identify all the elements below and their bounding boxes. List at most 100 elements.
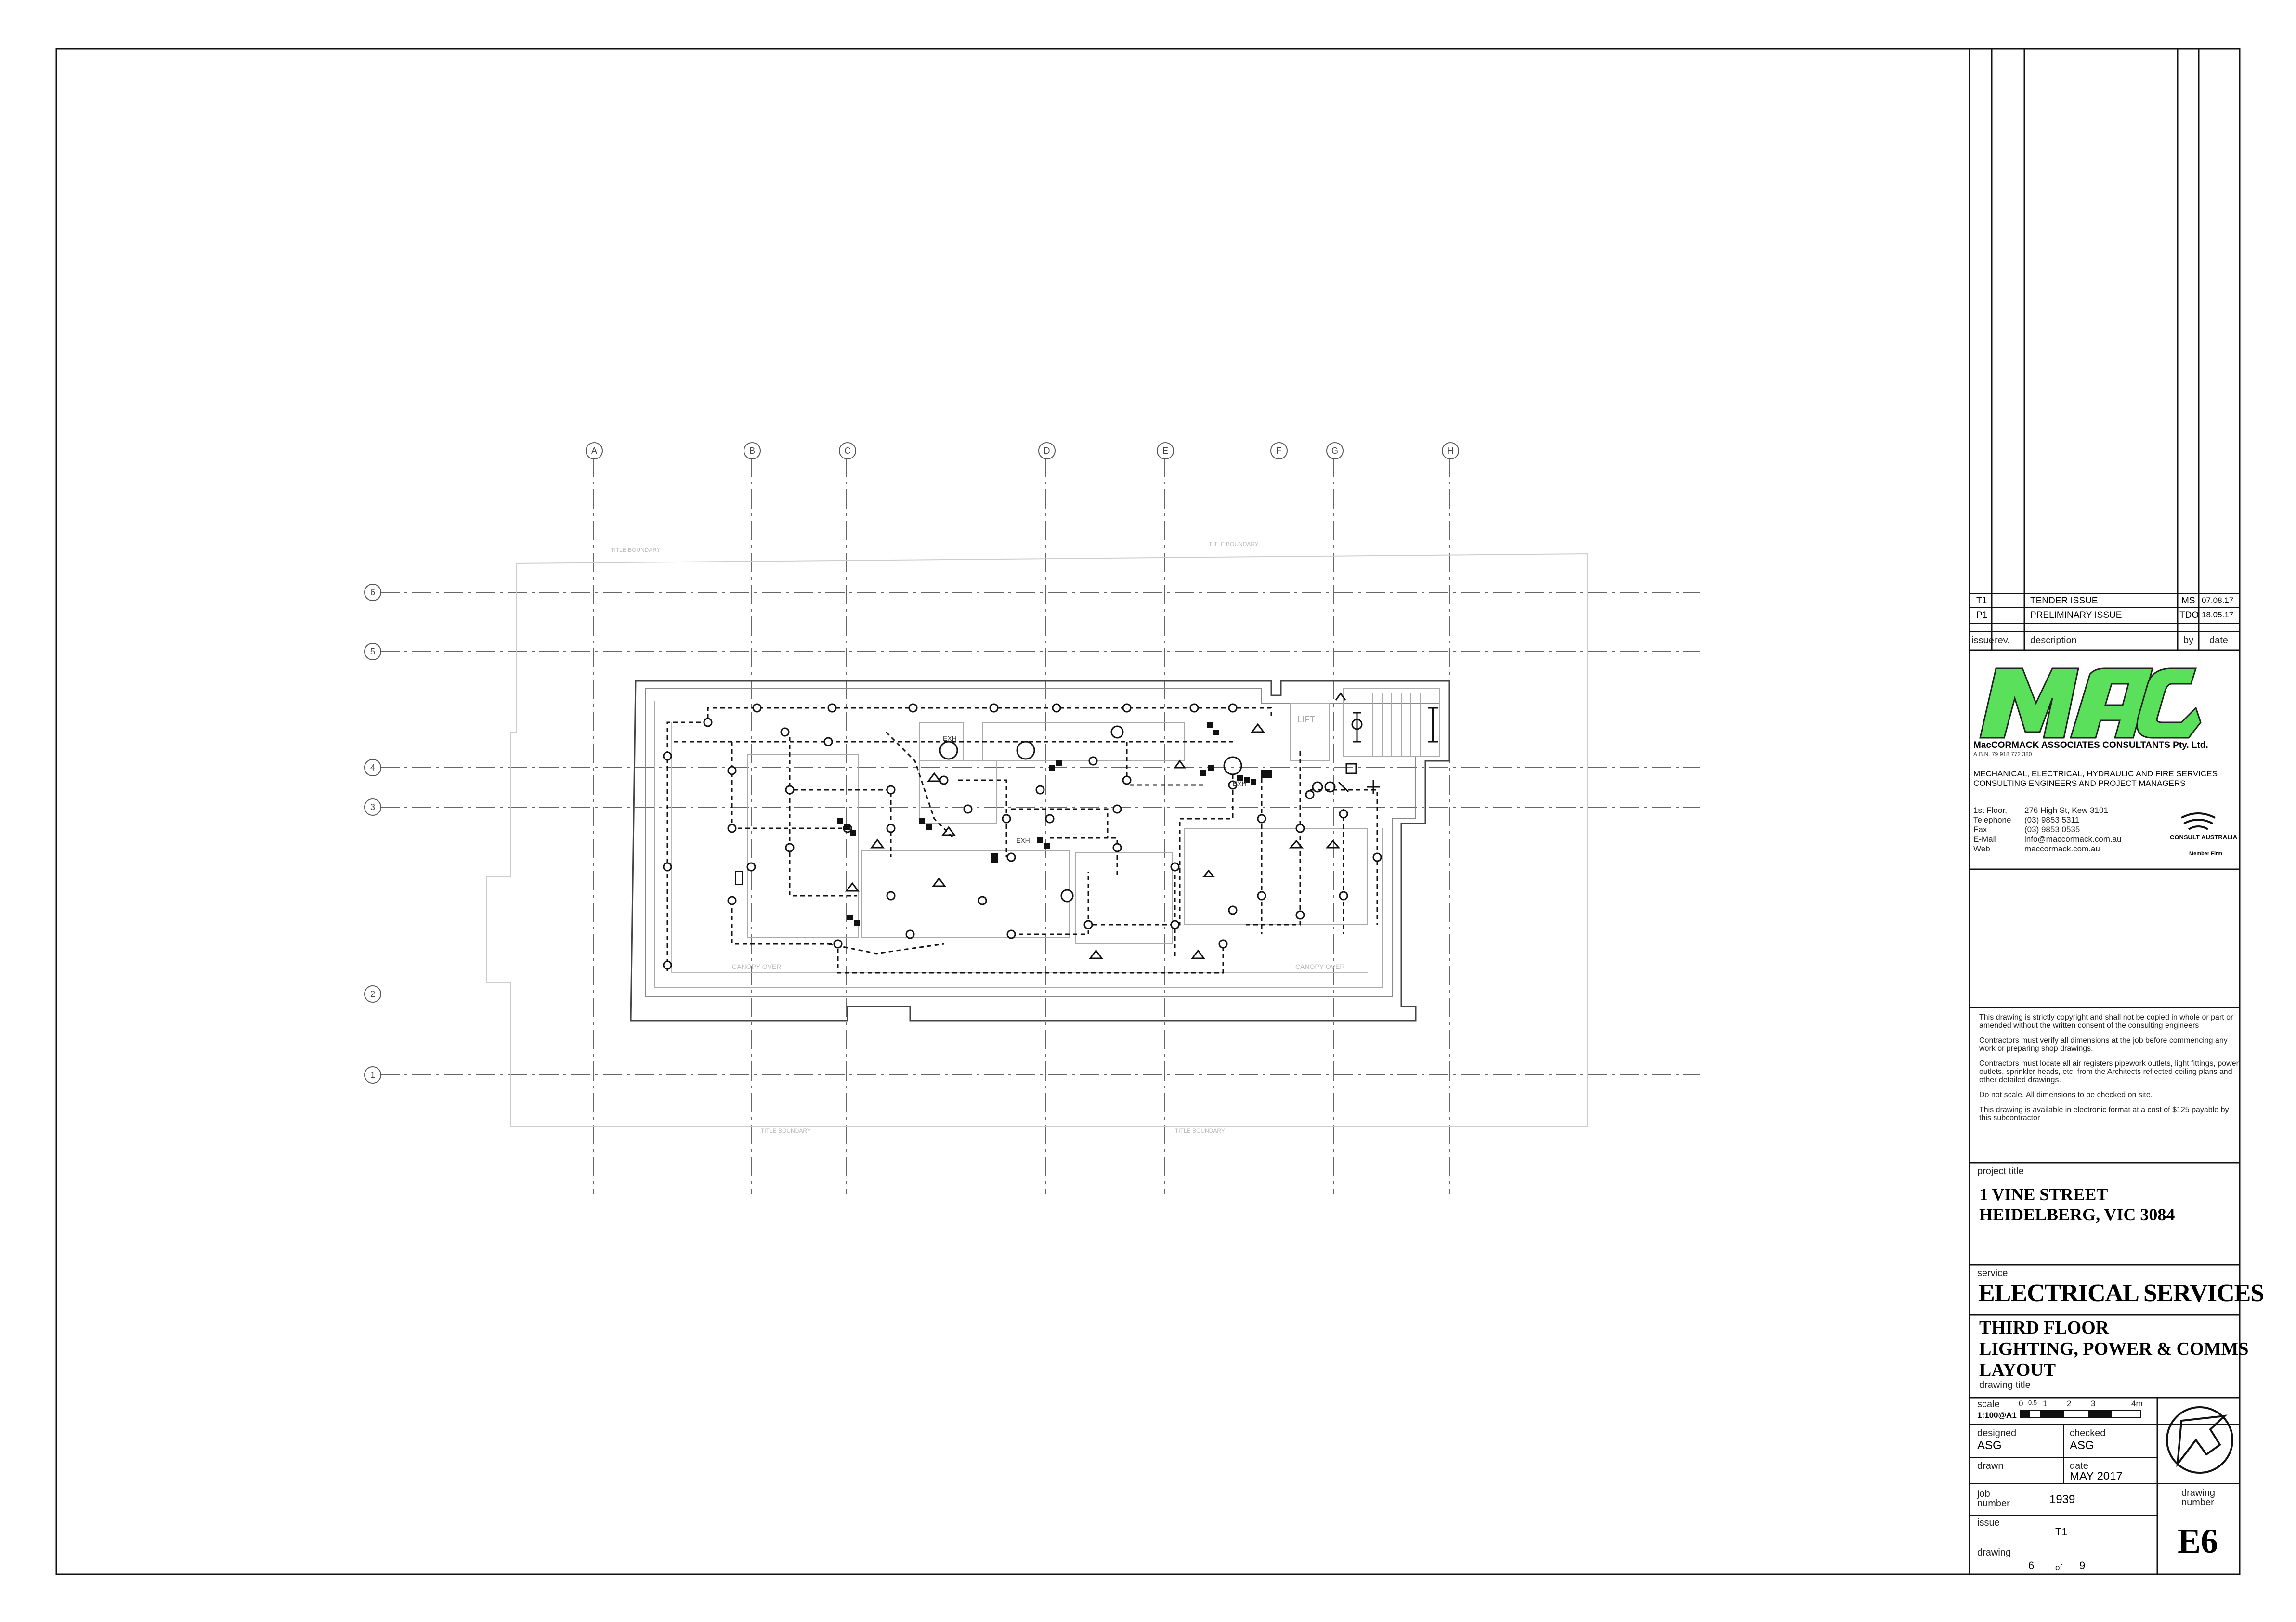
revision-description: TENDER ISSUE (2030, 596, 2098, 606)
drawing-count-total: 9 (2079, 1559, 2086, 1571)
mac-logo (1979, 667, 2202, 739)
service-value: ELECTRICAL SERVICES (1978, 1280, 2264, 1307)
contact-value: (03) 9853 5311 (2024, 815, 2080, 824)
issue-label: issue (1977, 1517, 2000, 1528)
contact-label: 1st Floor, (1973, 806, 2007, 815)
consult-australia-sub: Member Firm (2189, 851, 2223, 857)
contact-value: info@maccormack.com.au (2024, 835, 2122, 844)
revision-date: 07.08.17 (2202, 596, 2234, 605)
interior-walls (747, 688, 1440, 944)
drawing-notes: This drawing is strictly copyright and s… (1979, 1013, 2239, 1129)
scale-label: scale (1977, 1399, 2000, 1410)
project-title-line1: 1 VINE STREET (1979, 1185, 2108, 1204)
room-label: EXH (1016, 837, 1030, 844)
note: This drawing is strictly copyright and s… (1979, 1013, 2233, 1030)
lift-symbols (1312, 692, 1438, 794)
revision-date: 18.05.17 (2202, 610, 2234, 619)
light-fittings (663, 703, 1382, 970)
revision-header-issue: issue (1971, 635, 1994, 646)
scale-tick: 0.5 (2028, 1399, 2037, 1406)
firm-services-line1: MECHANICAL, ELECTRICAL, HYDRAULIC AND FI… (1973, 769, 2218, 778)
scale-tick: 2 (2067, 1399, 2072, 1408)
firm-services-line2: CONSULTING ENGINEERS AND PROJECT MANAGER… (1973, 779, 2186, 788)
drawing-number-label: number (2181, 1497, 2214, 1508)
title-block-frame (1969, 49, 2241, 1574)
consult-australia-label: CONSULT AUSTRALIA (2170, 834, 2238, 841)
drawing-title-label: drawing title (1979, 1380, 2031, 1390)
room-label: CANOPY OVER (732, 963, 781, 970)
drawing-number-value: E6 (2178, 1522, 2218, 1560)
boundary-label: TITLE BOUNDARY (1209, 541, 1259, 548)
grid-bubble-row: 4 (364, 759, 381, 776)
contact-value: (03) 9853 0535 (2024, 825, 2080, 834)
drawing-count-label: drawing (1977, 1547, 2011, 1558)
grid-bubble-column: G (1326, 442, 1344, 459)
grid-bubble-column: E (1157, 442, 1174, 459)
revision-issue: P1 (1976, 610, 1988, 620)
gridlines-horizontal (380, 592, 1700, 1075)
checked-value: ASG (2070, 1439, 2094, 1452)
drawing-title-line1: THIRD FLOOR (1979, 1318, 2109, 1338)
scale-tick: 4m (2131, 1399, 2143, 1408)
grid-bubble-row: 6 (364, 584, 381, 601)
gridlines-vertical (593, 458, 1450, 1194)
grid-bubble-column: B (744, 442, 761, 459)
grid-bubble-row: 5 (364, 643, 381, 660)
room-label: EXH (943, 734, 957, 742)
scale-tick: 0 (2019, 1399, 2023, 1408)
contact-value: maccormack.com.au (2024, 844, 2100, 853)
boundary-label: TITLE BOUNDARY (611, 547, 661, 553)
contact-label: Telephone (1973, 815, 2011, 824)
plan-room-labels: EXH EXH EXH LIFT CANOPY OVER CANOPY OVER… (611, 541, 1344, 1134)
drawing-title-line3: LAYOUT (1979, 1360, 2056, 1380)
revision-by: TDO (2179, 610, 2199, 620)
note: Do not scale. All dimensions to be check… (1979, 1091, 2153, 1099)
project-title-label: project title (1977, 1166, 2024, 1177)
revision-header-description: description (2030, 635, 2077, 646)
grid-bubble-column: D (1038, 442, 1056, 459)
date-value: MAY 2017 (2070, 1470, 2123, 1483)
circuit-wiring (666, 707, 1378, 974)
title-boundary (486, 553, 1588, 1127)
project-title-line2: HEIDELBERG, VIC 3084 (1979, 1205, 2175, 1224)
checked-label: checked (2070, 1428, 2106, 1439)
revision-header-date: date (2209, 635, 2228, 646)
scale-tick: 3 (2091, 1399, 2096, 1408)
power-outlets (735, 722, 1272, 926)
scale-value: 1:100@A1 (1977, 1411, 2017, 1420)
room-label: EXH (1233, 780, 1247, 787)
drawn-label: drawn (1977, 1461, 2004, 1471)
date-label: date (2070, 1461, 2088, 1471)
room-label: LIFT (1297, 715, 1315, 724)
grid-bubble-row: 1 (364, 1066, 381, 1084)
service-label: service (1977, 1268, 2008, 1279)
contact-label: Fax (1973, 825, 1987, 834)
boundary-label: TITLE BOUNDARY (1175, 1127, 1225, 1134)
job-number-label: job (1977, 1489, 1990, 1499)
designed-value: ASG (1977, 1439, 2002, 1452)
drawing-title-line2: LIGHTING, POWER & COMMS (1979, 1339, 2249, 1359)
firm-name: MacCORMACK ASSOCIATES CONSULTANTS Pty. L… (1973, 740, 2208, 750)
revision-by: MS (2181, 596, 2195, 606)
issue-value: T1 (2055, 1526, 2068, 1538)
note: Contractors must verify all dimensions a… (1979, 1036, 2228, 1053)
grid-bubble-column: C (839, 442, 856, 459)
revision-header-rev: rev. (1995, 635, 2010, 646)
boundary-label: TITLE BOUNDARY (761, 1127, 811, 1134)
revision-issue: T1 (1976, 596, 1987, 606)
drawing-number-label: drawing (2181, 1488, 2216, 1498)
grid-bubble-row: 2 (364, 985, 381, 1003)
revision-header-by: by (2183, 635, 2194, 646)
comms-outlets (845, 723, 1341, 959)
job-number-value: 1939 (2049, 1493, 2075, 1506)
grid-bubble-column: F (1270, 442, 1288, 459)
grid-bubble-column: H (1442, 442, 1459, 459)
contact-label: Web (1973, 844, 1990, 853)
revision-description: PRELIMINARY ISSUE (2030, 610, 2122, 620)
scale-tick: 1 (2043, 1399, 2048, 1408)
grid-bubble-column: A (586, 442, 603, 459)
designed-label: designed (1977, 1428, 2017, 1439)
consult-australia-logo-icon (2181, 812, 2216, 830)
drawing-count-current: 6 (2028, 1559, 2035, 1571)
